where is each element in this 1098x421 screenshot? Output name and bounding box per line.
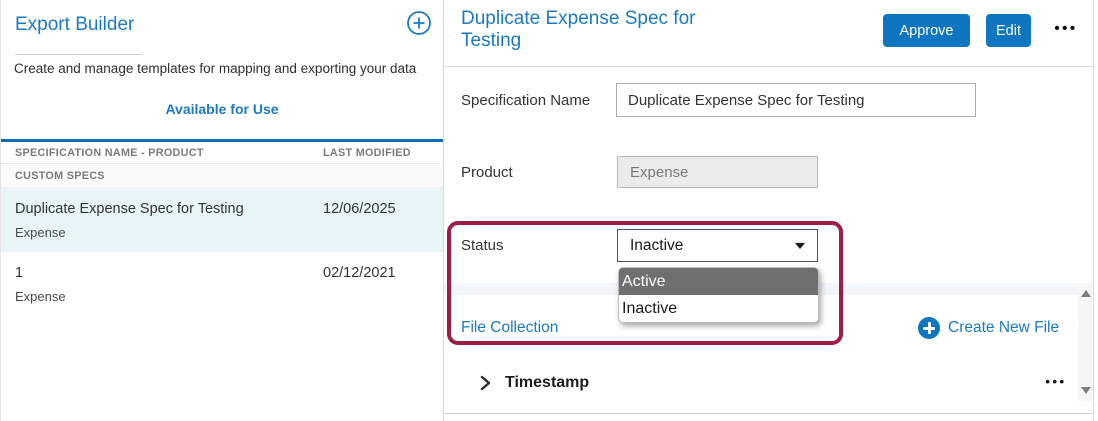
page-title: Export Builder — [15, 14, 135, 35]
status-selected-value: Inactive — [630, 236, 684, 254]
group-header-label: CUSTOM SPECS — [15, 170, 105, 182]
timestamp-expand-chevron-icon[interactable] — [478, 375, 492, 391]
panel-bottom-border — [444, 413, 1093, 414]
dropdown-caret-icon — [795, 243, 805, 249]
status-option-inactive[interactable]: Inactive — [622, 300, 678, 317]
column-header-specification-name: SPECIFICATION NAME - PRODUCT — [15, 147, 204, 159]
panel-description: Create and manage templates for mapping … — [14, 61, 417, 76]
edit-button[interactable]: Edit — [986, 14, 1031, 47]
table-header: SPECIFICATION NAME - PRODUCT LAST MODIFI… — [1, 142, 443, 164]
scroll-up-arrow-icon[interactable] — [1081, 290, 1091, 297]
column-header-last-modified: LAST MODIFIED — [323, 147, 411, 159]
header-divider — [444, 66, 1093, 67]
spec-last-modified: 02/12/2021 — [323, 265, 396, 281]
file-collection-link[interactable]: File Collection — [461, 319, 559, 336]
status-option-active[interactable]: Active — [619, 268, 818, 295]
table-top-accent-bar — [1, 139, 443, 142]
plus-circle-icon — [407, 11, 431, 35]
spec-name: 1 — [15, 265, 24, 281]
tab-available-for-use[interactable]: Available for Use — [165, 101, 279, 117]
product-input-disabled — [617, 156, 818, 188]
table-row-duplicate-expense-spec[interactable]: Duplicate Expense Spec for Testing Expen… — [1, 188, 443, 252]
detail-title: Duplicate Expense Spec for Testing — [461, 8, 696, 51]
plus-filled-icon — [918, 317, 940, 339]
spec-detail-panel: Duplicate Expense Spec for Testing Appro… — [444, 0, 1094, 421]
spec-last-modified: 12/06/2025 — [323, 201, 396, 217]
timestamp-more-actions-button[interactable]: ••• — [1034, 374, 1078, 389]
create-new-file-label: Create New File — [948, 319, 1060, 336]
vertical-scrollbar[interactable] — [1078, 283, 1093, 401]
spec-product: Expense — [15, 225, 66, 240]
table-row-1[interactable]: 1 Expense 02/12/2021 — [1, 252, 443, 316]
status-select[interactable]: Inactive — [617, 229, 818, 262]
specification-name-label: Specification Name — [461, 92, 591, 109]
specification-name-input[interactable] — [616, 83, 976, 117]
spec-product: Expense — [15, 289, 66, 304]
status-label: Status — [461, 237, 504, 254]
create-new-file-button[interactable]: Create New File — [918, 317, 1059, 339]
export-builder-panel: Export Builder Create and manage templat… — [0, 0, 444, 421]
title-divider — [15, 54, 142, 55]
group-header-custom-specs: CUSTOM SPECS — [1, 165, 443, 188]
approve-button[interactable]: Approve — [883, 14, 970, 47]
header-more-actions-button[interactable]: ••• — [1044, 20, 1088, 37]
status-dropdown-list: Active Inactive — [618, 267, 819, 323]
timestamp-section-label[interactable]: Timestamp — [505, 374, 590, 391]
add-spec-button[interactable] — [405, 10, 433, 38]
product-label: Product — [461, 164, 513, 181]
scroll-down-arrow-icon[interactable] — [1081, 387, 1091, 394]
spec-name: Duplicate Expense Spec for Testing — [15, 201, 244, 217]
